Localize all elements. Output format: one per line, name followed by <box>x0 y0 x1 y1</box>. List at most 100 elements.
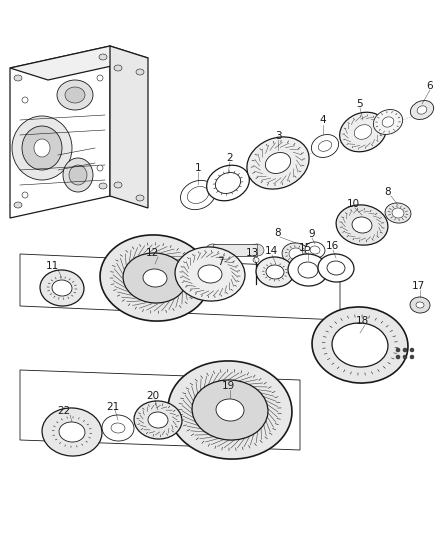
Ellipse shape <box>317 254 353 282</box>
Ellipse shape <box>59 422 85 442</box>
Ellipse shape <box>281 243 309 265</box>
Circle shape <box>409 355 413 359</box>
Text: 4: 4 <box>319 115 325 125</box>
Text: 8: 8 <box>384 187 390 197</box>
Ellipse shape <box>206 165 249 201</box>
Ellipse shape <box>191 380 267 440</box>
Ellipse shape <box>136 69 144 75</box>
Text: 2: 2 <box>226 153 233 163</box>
Ellipse shape <box>331 323 387 367</box>
Ellipse shape <box>22 126 62 170</box>
Ellipse shape <box>336 205 387 245</box>
Ellipse shape <box>52 280 72 296</box>
Ellipse shape <box>57 80 93 110</box>
Ellipse shape <box>265 152 290 173</box>
Ellipse shape <box>65 87 85 103</box>
Polygon shape <box>20 254 339 320</box>
Ellipse shape <box>12 116 72 180</box>
Ellipse shape <box>353 125 371 139</box>
Ellipse shape <box>99 183 107 189</box>
Ellipse shape <box>143 269 166 287</box>
Text: 1: 1 <box>194 163 201 173</box>
Ellipse shape <box>14 202 22 208</box>
Ellipse shape <box>311 134 338 157</box>
Ellipse shape <box>22 192 28 198</box>
Ellipse shape <box>180 180 215 209</box>
Ellipse shape <box>415 302 423 308</box>
Ellipse shape <box>168 361 291 459</box>
Text: 10: 10 <box>346 199 359 209</box>
Ellipse shape <box>69 165 87 185</box>
Ellipse shape <box>384 203 410 223</box>
Ellipse shape <box>175 247 244 301</box>
Ellipse shape <box>250 244 263 256</box>
Text: 21: 21 <box>106 402 119 412</box>
Text: 20: 20 <box>146 391 159 401</box>
Ellipse shape <box>40 270 84 306</box>
Text: 14: 14 <box>264 246 277 256</box>
Ellipse shape <box>100 235 209 321</box>
Ellipse shape <box>246 137 308 189</box>
Ellipse shape <box>381 117 393 127</box>
Text: 11: 11 <box>45 261 59 271</box>
Ellipse shape <box>297 262 317 278</box>
Ellipse shape <box>252 257 258 263</box>
Ellipse shape <box>265 265 283 279</box>
Ellipse shape <box>123 253 187 303</box>
Circle shape <box>409 348 413 352</box>
Ellipse shape <box>339 112 385 152</box>
Circle shape <box>395 348 399 352</box>
Circle shape <box>395 355 399 359</box>
Ellipse shape <box>288 248 302 260</box>
Ellipse shape <box>136 195 144 201</box>
Ellipse shape <box>304 242 324 258</box>
Text: 8: 8 <box>274 228 281 238</box>
Text: 13: 13 <box>245 248 258 258</box>
Ellipse shape <box>198 265 222 283</box>
Ellipse shape <box>22 97 28 103</box>
Ellipse shape <box>99 54 107 60</box>
Text: 9: 9 <box>308 229 314 239</box>
Ellipse shape <box>97 75 103 81</box>
Ellipse shape <box>215 399 244 421</box>
Ellipse shape <box>373 110 402 134</box>
Ellipse shape <box>391 208 403 218</box>
Text: 12: 12 <box>145 248 158 258</box>
Ellipse shape <box>114 65 122 71</box>
Text: 18: 18 <box>355 316 368 326</box>
Text: 7: 7 <box>216 257 223 267</box>
Ellipse shape <box>215 173 240 193</box>
Text: 3: 3 <box>274 131 281 141</box>
Ellipse shape <box>255 257 293 287</box>
Ellipse shape <box>287 254 327 286</box>
Ellipse shape <box>409 297 429 313</box>
Ellipse shape <box>311 307 407 383</box>
Text: 22: 22 <box>57 406 71 416</box>
Ellipse shape <box>410 101 433 119</box>
Circle shape <box>402 355 406 359</box>
Text: 17: 17 <box>410 281 424 291</box>
Ellipse shape <box>205 244 219 256</box>
Circle shape <box>402 348 406 352</box>
Text: 19: 19 <box>221 381 234 391</box>
Ellipse shape <box>134 401 182 439</box>
Polygon shape <box>110 46 148 208</box>
Text: 16: 16 <box>325 241 338 251</box>
Text: 15: 15 <box>298 243 311 253</box>
Text: 5: 5 <box>356 99 363 109</box>
Ellipse shape <box>318 141 331 151</box>
Ellipse shape <box>326 261 344 275</box>
Ellipse shape <box>309 246 319 254</box>
Ellipse shape <box>111 423 125 433</box>
Polygon shape <box>212 244 256 256</box>
Ellipse shape <box>97 165 103 171</box>
Polygon shape <box>20 370 299 450</box>
Ellipse shape <box>351 217 371 233</box>
Ellipse shape <box>148 412 168 428</box>
Ellipse shape <box>416 106 426 114</box>
Ellipse shape <box>102 415 134 441</box>
Ellipse shape <box>14 75 22 81</box>
Ellipse shape <box>63 158 93 192</box>
Polygon shape <box>10 46 110 218</box>
Polygon shape <box>10 46 148 80</box>
